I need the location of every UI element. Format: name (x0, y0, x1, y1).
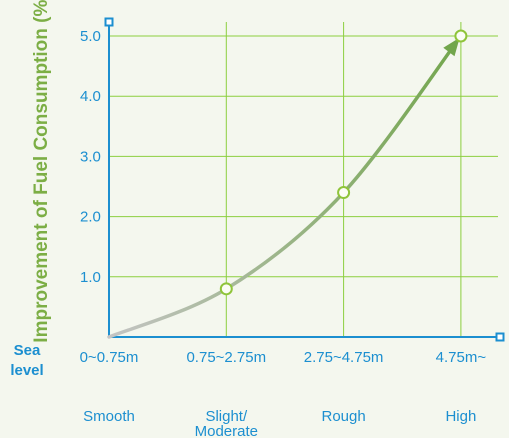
y-tick-label: 5.0 (80, 28, 101, 45)
sea-level-label-line2: level (10, 362, 43, 379)
y-axis-end-marker (104, 17, 114, 27)
y-axis-label: Improvement of Fuel Consumption (%) (31, 0, 52, 343)
curve-layer (107, 34, 463, 339)
sea-level-label-line1: Sea (14, 342, 41, 359)
y-tick-label: 4.0 (80, 88, 101, 105)
series-line (107, 34, 463, 339)
x-tick-label: 0~0.75m (80, 349, 139, 366)
x-tick-label: 2.75~4.75m (304, 349, 384, 366)
y-tick-label: 2.0 (80, 209, 101, 226)
axis-layer (104, 17, 505, 342)
label-layer: Improvement of Fuel Consumption (%) Sea … (10, 0, 486, 438)
sea-condition-label: Rough (321, 408, 365, 425)
y-tick-label: 3.0 (80, 148, 101, 165)
marker-layer (219, 29, 468, 296)
sea-condition-label: High (445, 408, 476, 425)
data-point (337, 186, 351, 200)
series-arrowhead (443, 37, 460, 57)
data-point (219, 282, 233, 296)
sea-condition-label: Slight/ (205, 408, 248, 425)
x-tick-label: 0.75~2.75m (186, 349, 266, 366)
y-tick-label: 1.0 (80, 269, 101, 286)
grid-layer (109, 22, 498, 337)
x-axis-end-marker (495, 332, 505, 342)
sea-condition-label: Smooth (83, 408, 135, 425)
data-point (454, 29, 468, 43)
x-tick-label: 4.75m~ (436, 349, 487, 366)
sea-condition-label-line2: Moderate (195, 423, 258, 438)
